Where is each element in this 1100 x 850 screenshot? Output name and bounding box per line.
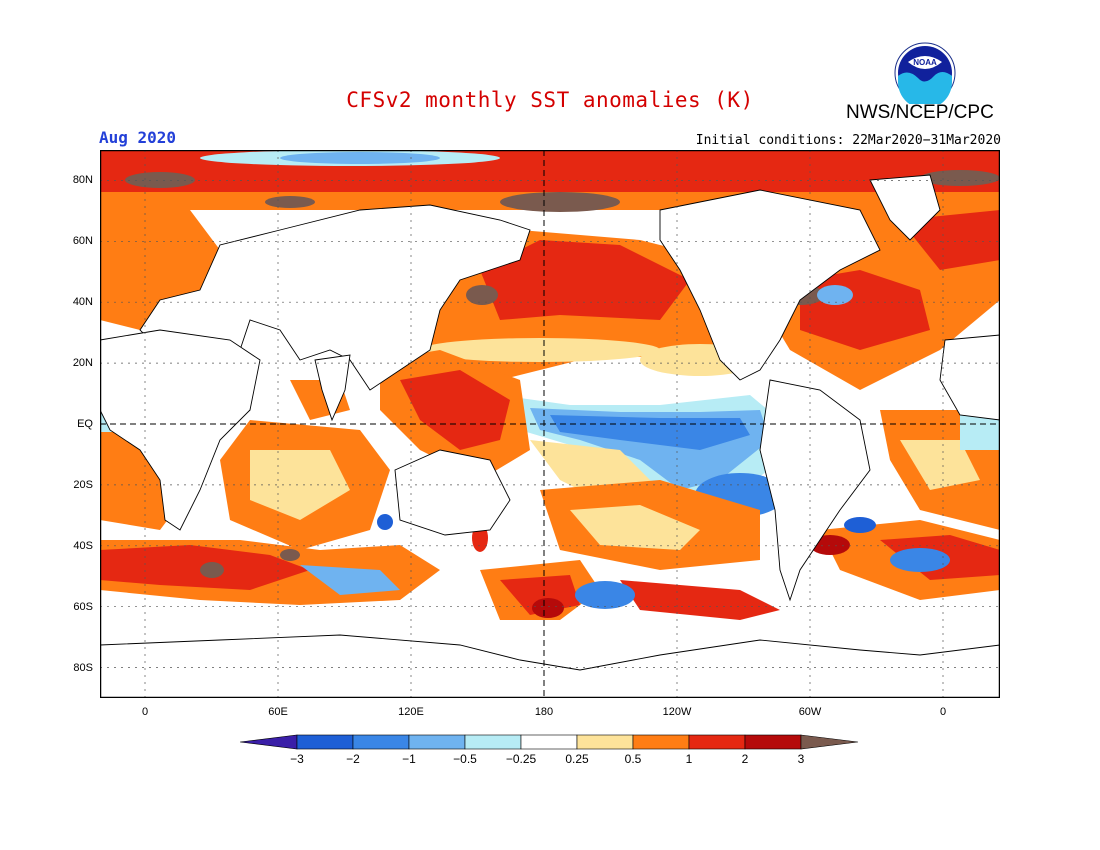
colorbar-segment: [296, 734, 354, 750]
colorbar-label: −3: [290, 752, 304, 766]
lat-label-80s: 80S: [73, 662, 93, 674]
lat-label-40s: 40S: [73, 540, 93, 552]
svg-text:NOAA: NOAA: [913, 58, 937, 67]
initial-conditions: Initial conditions: 22Mar2020−31Mar2020: [695, 133, 1001, 148]
lat-label-40n: 40N: [72, 296, 93, 308]
colorbar-label: 0.5: [624, 752, 642, 766]
colorbar-label: −0.25: [505, 752, 537, 766]
lat-label-20n: 20N: [72, 357, 93, 369]
lon-label-60w: 60W: [798, 706, 822, 718]
agency-label: NWS/NCEP/CPC: [846, 102, 994, 123]
lon-label-60e: 60E: [268, 706, 288, 718]
forecast-month: Aug 2020: [99, 128, 177, 147]
lon-label-120w: 120W: [662, 706, 692, 718]
lon-label-0-east: 0: [939, 706, 947, 718]
colorbar-label: −1: [402, 752, 416, 766]
colorbar-segment: [464, 734, 522, 750]
colorbar-segment: [576, 734, 634, 750]
map-title: CFSv2 monthly SST anomalies (K): [346, 88, 754, 112]
colorbar-segment-low: [240, 734, 298, 750]
colorbar-segment-high: [800, 734, 859, 750]
colorbar-label: 0.25: [565, 752, 589, 766]
colorbar-segment: [744, 734, 802, 750]
colorbar-segment: [352, 734, 410, 750]
colorbar-label: −0.5: [453, 752, 477, 766]
colorbar-label: −2: [346, 752, 360, 766]
colorbar-label: 1: [685, 752, 693, 766]
lat-label-80n: 80N: [72, 174, 93, 186]
noaa-logo-icon: NOAA: [894, 42, 956, 104]
lat-label-60s: 60S: [73, 601, 93, 613]
lon-label-120e: 120E: [398, 706, 424, 718]
lat-label-20s: 20S: [73, 479, 93, 491]
colorbar-segment: [520, 734, 578, 750]
lon-label-180: 180: [534, 706, 554, 718]
colorbar-label: 2: [741, 752, 749, 766]
lat-label-eq: EQ: [77, 418, 93, 430]
lat-label-60n: 60N: [72, 235, 93, 247]
lon-label-0: 0: [141, 706, 149, 718]
colorbar-segment: [632, 734, 690, 750]
colorbar-segment: [408, 734, 466, 750]
colorbar-segment: [688, 734, 746, 750]
colorbar-label: 3: [797, 752, 805, 766]
colorbar: [240, 734, 859, 750]
sst-anomaly-map: [100, 150, 1000, 698]
